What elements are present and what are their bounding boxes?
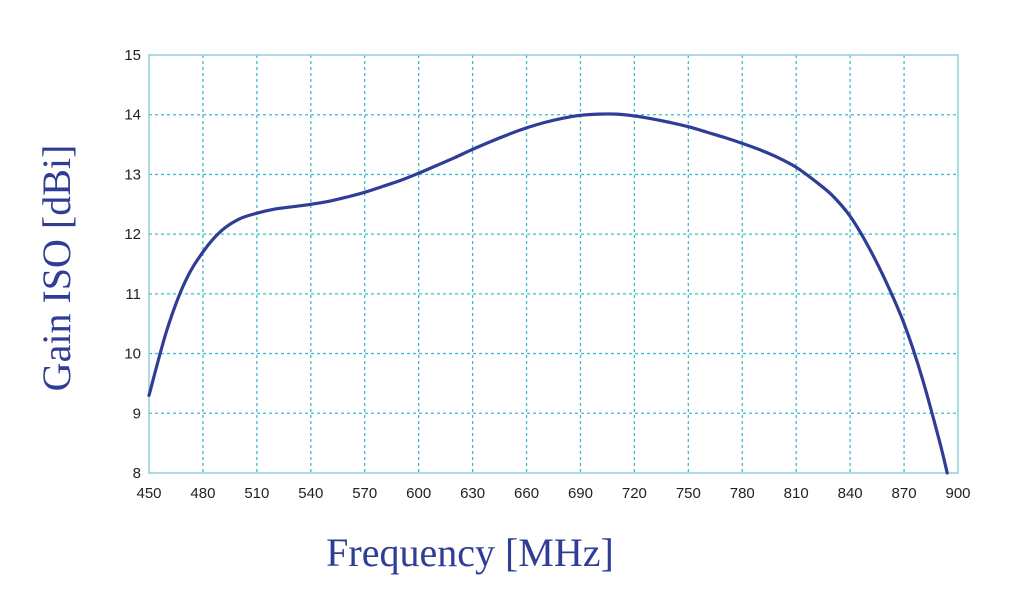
x-tick-label: 810 [784,485,809,502]
y-tick-label: 12 [124,226,141,243]
y-axis-ticks: 8 9 10 11 12 13 14 15 [124,47,141,482]
x-tick-label: 720 [622,485,647,502]
y-tick-label: 8 [133,465,141,482]
x-tick-label: 480 [190,485,215,502]
y-tick-label: 9 [133,405,141,422]
y-tick-label: 10 [124,346,141,363]
y-tick-label: 13 [124,166,141,183]
grid [149,55,958,473]
x-tick-label: 600 [406,485,431,502]
x-tick-label: 630 [460,485,485,502]
x-tick-label: 570 [352,485,377,502]
x-tick-label: 660 [514,485,539,502]
y-axis-title: Gain ISO [dBi] [34,145,79,392]
x-tick-label: 450 [136,485,161,502]
x-tick-label: 750 [676,485,701,502]
x-tick-label: 690 [568,485,593,502]
x-tick-label: 840 [838,485,863,502]
x-tick-label: 540 [298,485,323,502]
x-tick-label: 510 [244,485,269,502]
x-tick-label: 780 [730,485,755,502]
x-tick-label: 870 [892,485,917,502]
y-tick-label: 15 [124,47,141,64]
gain-curve [147,112,949,475]
y-tick-label: 11 [125,286,141,303]
x-axis-ticks: 450 480 510 540 570 600 630 660 690 720 750 780 810 8… [136,485,970,502]
plot-frame [148,54,959,474]
x-axis-title: Frequency [MHz] [326,530,614,575]
y-tick-label: 14 [124,107,141,124]
x-tick-label: 900 [945,485,970,502]
